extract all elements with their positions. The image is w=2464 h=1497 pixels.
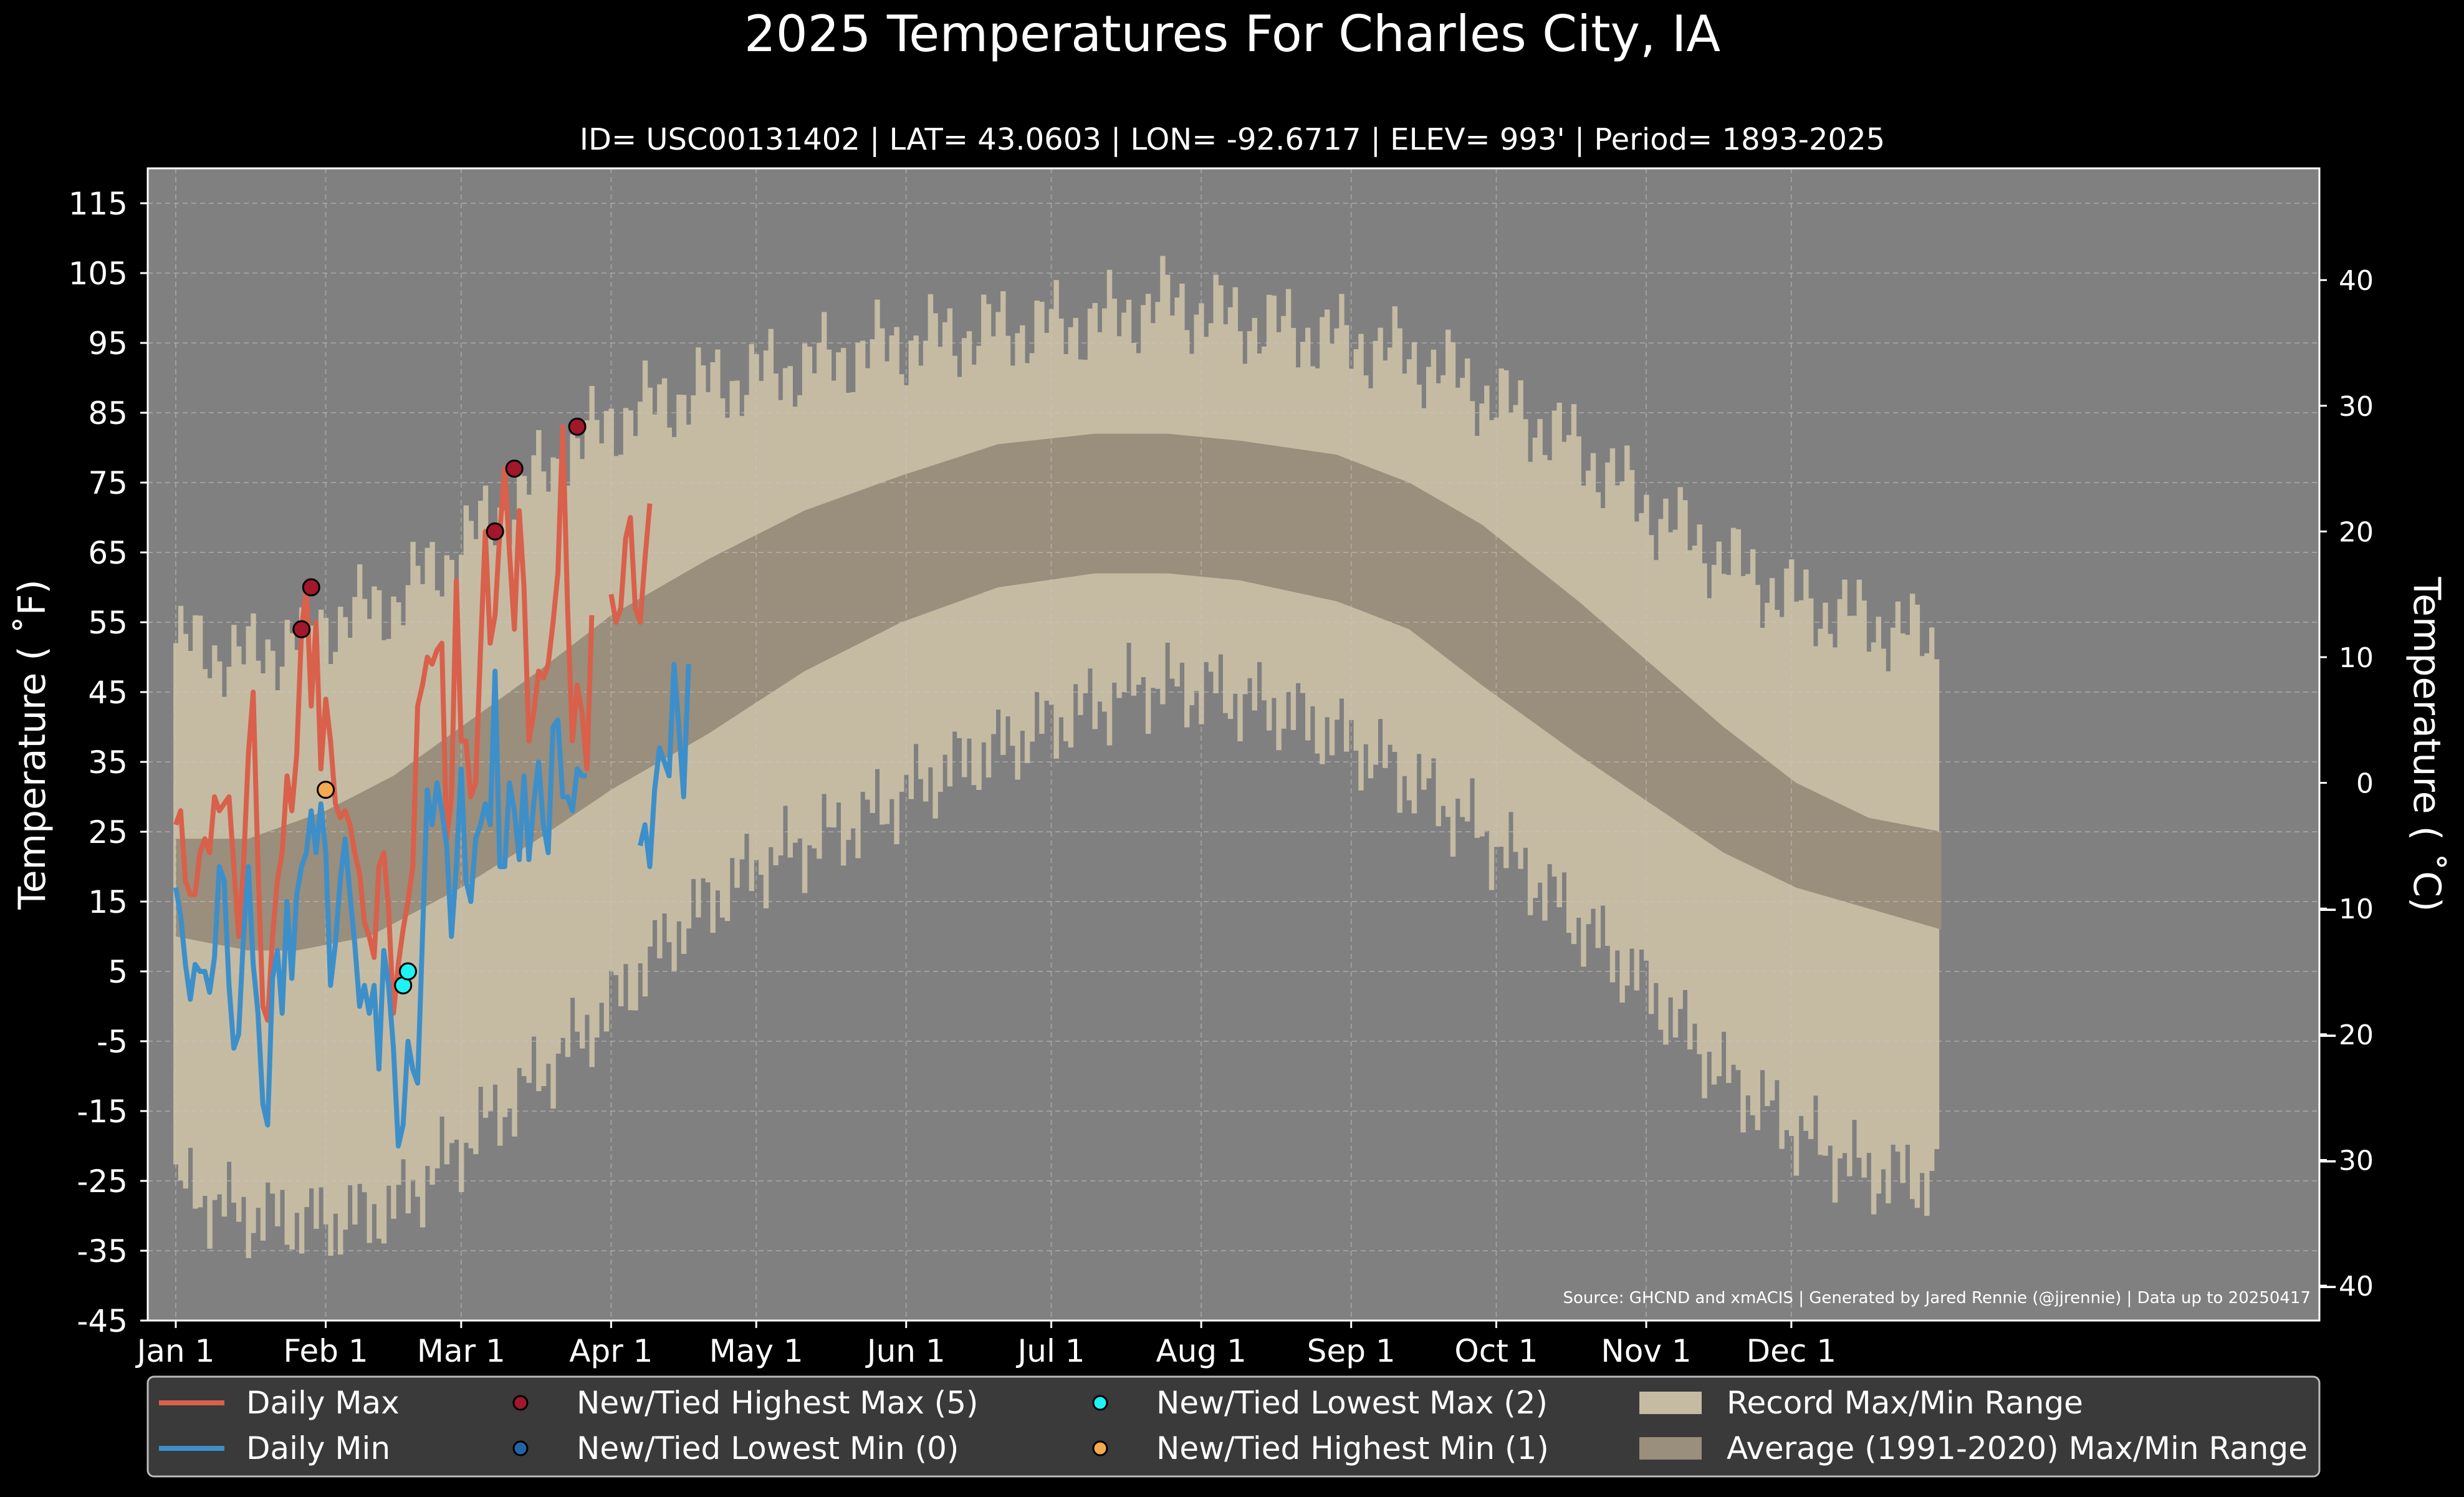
chart-subtitle: ID= USC00131402 | LAT= 43.0603 | LON= -9… — [580, 122, 1885, 157]
record-range-bar — [1924, 653, 1930, 1216]
x-axis-ticks: Jan 1 Feb 1 Mar 1 Apr 1 May 1 Jun 1 Jul 1 Aug 1… — [135, 1321, 1836, 1369]
y2-tick-label: 10 — [2339, 642, 2374, 674]
legend-label: New/Tied Highest Max (5) — [577, 1385, 979, 1421]
y2-tick-label: −10 — [2316, 893, 2374, 925]
record-range-bar — [1832, 647, 1838, 1203]
record-range-bar — [381, 640, 387, 1244]
x-tick-label: Oct 1 — [1454, 1333, 1538, 1369]
legend-label: Daily Min — [246, 1430, 390, 1466]
daily-max-line-segment — [608, 503, 653, 625]
source-note: Source: GHCND and xmACIS | Generated by … — [1563, 1289, 2311, 1307]
y-tick-label: -45 — [77, 1303, 128, 1339]
y-tick-label: 115 — [69, 186, 128, 222]
x-tick-label: Apr 1 — [569, 1333, 653, 1369]
legend-items: Daily Max Daily Min New/Tied Highest Max (… — [159, 1385, 2308, 1466]
y-axis-label: Temperature ( ˚F) — [11, 579, 54, 910]
y-tick-label: 105 — [69, 256, 128, 292]
daily-max-line — [173, 424, 595, 1023]
record-marker-highest-min — [317, 781, 335, 799]
y2-tick-label: 0 — [2356, 768, 2374, 800]
chart-title: 2025 Temperatures For Charles City, IA — [744, 5, 1721, 63]
legend-label: New/Tied Lowest Max (2) — [1156, 1385, 1548, 1421]
y2-tick-label: −30 — [2316, 1145, 2374, 1177]
record-range-bar — [1793, 602, 1800, 1176]
legend-swatch-dot — [512, 1440, 529, 1456]
y-tick-label: 25 — [88, 814, 128, 850]
daily-min-line-segment — [638, 662, 691, 869]
legend-label: Daily Max — [246, 1385, 400, 1421]
record-range-bar — [221, 696, 228, 1217]
x-tick-label: May 1 — [709, 1333, 803, 1369]
record-range-bar — [1886, 671, 1891, 1204]
legend-swatch-box — [1639, 1437, 1702, 1460]
daily-min-line — [173, 668, 587, 1148]
y2-axis-ticks: 40 30 20 10 0 −10 −20 −30 −40 — [2316, 265, 2374, 1302]
legend-swatch-box — [1639, 1392, 1702, 1414]
y-tick-label: 35 — [88, 744, 128, 781]
legend-label: Record Max/Min Range — [1727, 1385, 2083, 1421]
plot-area: Source: GHCND and xmACIS | Generated by … — [146, 167, 2321, 1322]
record-marker-highest-max — [568, 417, 587, 436]
legend-label: Average (1991-2020) Max/Min Range — [1727, 1430, 2308, 1466]
record-range-bar — [207, 678, 213, 1249]
y2-tick-label: 30 — [2339, 391, 2374, 423]
average-range-band — [176, 433, 1942, 951]
record-marker-highest-max — [505, 460, 524, 478]
y2-tick-label: −20 — [2316, 1019, 2374, 1051]
x-tick-label: Jun 1 — [865, 1333, 946, 1369]
y2-tick-label: 40 — [2339, 265, 2374, 297]
y-tick-label: 55 — [88, 605, 128, 641]
grid-lines — [148, 168, 2319, 1321]
y-tick-label: 65 — [88, 535, 128, 571]
legend-label: New/Tied Lowest Min (0) — [577, 1430, 959, 1466]
record-marker-highest-max — [486, 522, 504, 541]
legend: Daily Max Daily Min New/Tied Highest Max (… — [146, 1375, 2321, 1478]
y-tick-label: 95 — [88, 325, 128, 362]
y-tick-label: -5 — [97, 1024, 128, 1060]
legend-swatch-dot — [1092, 1440, 1108, 1456]
y-axis-ticks: 115 105 95 85 75 65 55 45 35 25 15 5 -5 -15 -25 -35 -45 — [69, 186, 148, 1339]
x-tick-label: Jan 1 — [135, 1333, 215, 1369]
y-tick-label: 15 — [88, 884, 128, 920]
y-tick-label: 85 — [88, 395, 128, 431]
y2-tick-label: 20 — [2339, 516, 2374, 548]
record-marker-highest-max — [292, 620, 311, 638]
legend-swatch-dot — [1092, 1395, 1108, 1411]
y-tick-label: 75 — [88, 465, 128, 501]
y-tick-label: -35 — [77, 1233, 128, 1269]
x-tick-label: Feb 1 — [283, 1333, 368, 1369]
y-tick-label: 45 — [88, 675, 128, 711]
y-tick-label: 5 — [108, 954, 128, 990]
x-tick-label: Nov 1 — [1601, 1333, 1691, 1369]
record-range-bar — [1779, 617, 1785, 1149]
x-tick-label: Aug 1 — [1156, 1333, 1246, 1369]
y-tick-label: -15 — [77, 1094, 128, 1130]
x-tick-label: Sep 1 — [1307, 1333, 1396, 1369]
y2-axis-label: Temperature ( ˚C) — [2405, 577, 2448, 912]
legend-swatch-dot — [512, 1395, 529, 1411]
x-tick-label: Jul 1 — [1016, 1333, 1085, 1369]
x-tick-label: Mar 1 — [417, 1333, 506, 1369]
y-tick-label: -25 — [77, 1163, 128, 1200]
record-marker-lowest-max — [398, 962, 417, 981]
record-markers — [292, 417, 587, 994]
record-range-bar — [1871, 642, 1877, 1215]
record-marker-highest-max — [302, 578, 320, 597]
y2-tick-label: −40 — [2316, 1271, 2374, 1302]
plot-frame — [146, 167, 2321, 1322]
legend-label: New/Tied Highest Min (1) — [1156, 1430, 1549, 1466]
legend-box — [146, 1375, 2321, 1478]
x-tick-label: Dec 1 — [1747, 1333, 1836, 1369]
